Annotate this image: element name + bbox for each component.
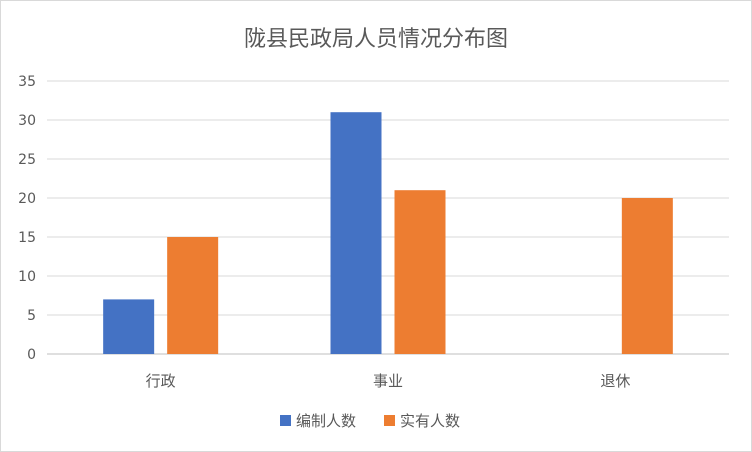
x-tick-label: 事业 [373,372,403,390]
bar-planned [103,299,155,354]
y-tick-label: 25 [18,152,36,168]
gridlines [47,80,729,355]
x-tick-label: 行政 [146,372,176,390]
bar-planned [330,112,382,354]
x-tick-label: 退休 [600,372,630,390]
y-tick-label: 5 [27,308,36,324]
y-tick-label: 15 [18,230,36,246]
bars [103,112,673,354]
y-tick-label: 30 [18,113,36,129]
chart-title: 陇县民政局人员情况分布图 [244,27,508,52]
bar-actual [167,237,219,354]
bar-actual [621,198,673,354]
legend-swatch [384,415,395,426]
bar-actual [394,190,446,354]
y-tick-label: 10 [18,269,36,285]
legend-label: 实有人数 [400,412,460,430]
x-axis: 行政 事业 退休 [146,372,631,390]
y-tick-label: 0 [27,347,36,363]
legend-swatch [280,415,291,426]
y-tick-label: 35 [18,74,36,90]
legend: 编制人数 实有人数 [280,412,460,430]
legend-label: 编制人数 [296,412,356,430]
y-tick-label: 20 [18,191,36,207]
y-axis: 0 5 10 15 20 25 30 35 [18,74,36,363]
